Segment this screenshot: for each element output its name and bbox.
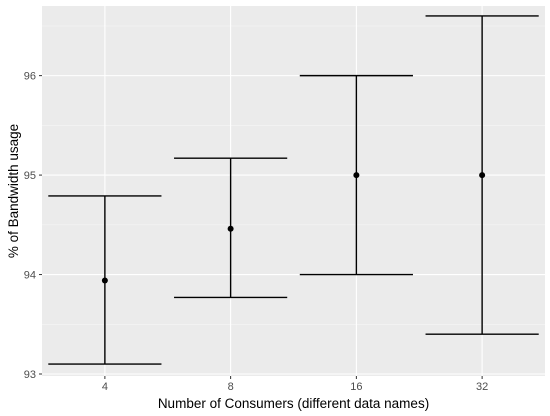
errorbar-16 <box>299 74 413 276</box>
mean-point <box>101 277 108 284</box>
x-tick-label: 16 <box>350 381 362 393</box>
y-tick-label: 95 <box>24 170 36 182</box>
errorbar-32 <box>425 15 539 335</box>
mean-point <box>227 225 234 232</box>
y-axis-ticks: 93 94 95 96 <box>24 71 42 381</box>
y-tick-label: 96 <box>24 71 36 83</box>
plot-panel <box>42 6 545 376</box>
y-tick-label: 93 <box>24 369 36 381</box>
minor-gridlines <box>42 25 545 325</box>
y-axis-title: % of Bandwidth usage <box>6 124 21 258</box>
x-tick-label: 8 <box>228 381 234 393</box>
x-axis-title: Number of Consumers (different data name… <box>158 396 429 411</box>
mean-point <box>479 172 486 179</box>
error-bars <box>48 15 539 365</box>
mean-point <box>353 172 360 179</box>
errorbar-4 <box>48 195 162 365</box>
errorbar-8 <box>174 157 288 299</box>
x-axis-ticks: 4 8 16 32 <box>102 376 488 393</box>
x-tick-label: 32 <box>476 381 488 393</box>
x-tick-label: 4 <box>102 381 108 393</box>
y-tick-label: 94 <box>24 270 36 282</box>
